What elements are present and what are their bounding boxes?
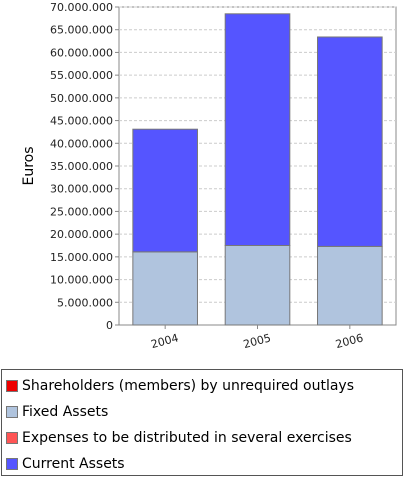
bars xyxy=(132,13,383,326)
legend-label: Expenses to be distributed in several ex… xyxy=(22,430,352,446)
y-tick-label: 70.000.000 xyxy=(50,1,113,14)
legend-item: Current Assets xyxy=(6,451,402,477)
legend-swatch xyxy=(6,406,18,418)
y-tick-label: 55.000.000 xyxy=(50,69,113,82)
bar-segment xyxy=(132,251,198,326)
bar-segment xyxy=(224,13,291,246)
y-tick-label: 0 xyxy=(106,319,113,332)
x-axis-ticks: 2004 2005 2006 xyxy=(150,325,365,351)
bar-segment xyxy=(224,245,291,326)
x-tick-label: 2006 xyxy=(334,331,364,351)
legend-swatch xyxy=(6,380,18,392)
y-tick-label: 45.000.000 xyxy=(50,115,113,128)
y-tick-label: 65.000.000 xyxy=(50,24,113,37)
x-tick-label: 2005 xyxy=(242,331,272,351)
y-tick-label: 50.000.000 xyxy=(50,92,113,105)
y-tick-label: 35.000.000 xyxy=(50,160,113,173)
bar-segment xyxy=(132,128,198,253)
y-tick-label: 40.000.000 xyxy=(50,137,113,150)
legend-item: Expenses to be distributed in several ex… xyxy=(6,425,402,451)
y-tick-label: 5.000.000 xyxy=(57,296,113,309)
y-tick-label: 30.000.000 xyxy=(50,183,113,196)
legend-label: Fixed Assets xyxy=(22,404,109,420)
chart: 0 5.000.000 10.000.000 15.000.000 20.000.000… xyxy=(21,1,397,351)
y-axis-title: Euros xyxy=(21,146,37,185)
y-axis-ticks: 0 5.000.000 10.000.000 15.000.000 20.000.000… xyxy=(50,1,119,332)
y-tick-label: 25.000.000 xyxy=(50,205,113,218)
legend-swatch xyxy=(6,458,18,470)
y-tick-label: 20.000.000 xyxy=(50,228,113,241)
y-tick-label: 60.000.000 xyxy=(50,46,113,59)
legend-label: Current Assets xyxy=(22,456,125,472)
x-tick-label: 2004 xyxy=(150,331,180,351)
legend-swatch xyxy=(6,432,18,444)
legend: Shareholders (members) by unrequired out… xyxy=(1,369,403,476)
bar-segment xyxy=(317,36,383,247)
bar-segment xyxy=(317,245,383,326)
y-tick-label: 10.000.000 xyxy=(50,274,113,287)
legend-item: Shareholders (members) by unrequired out… xyxy=(6,373,402,399)
legend-label: Shareholders (members) by unrequired out… xyxy=(22,378,354,394)
legend-item: Fixed Assets xyxy=(6,399,402,425)
y-tick-label: 15.000.000 xyxy=(50,251,113,264)
